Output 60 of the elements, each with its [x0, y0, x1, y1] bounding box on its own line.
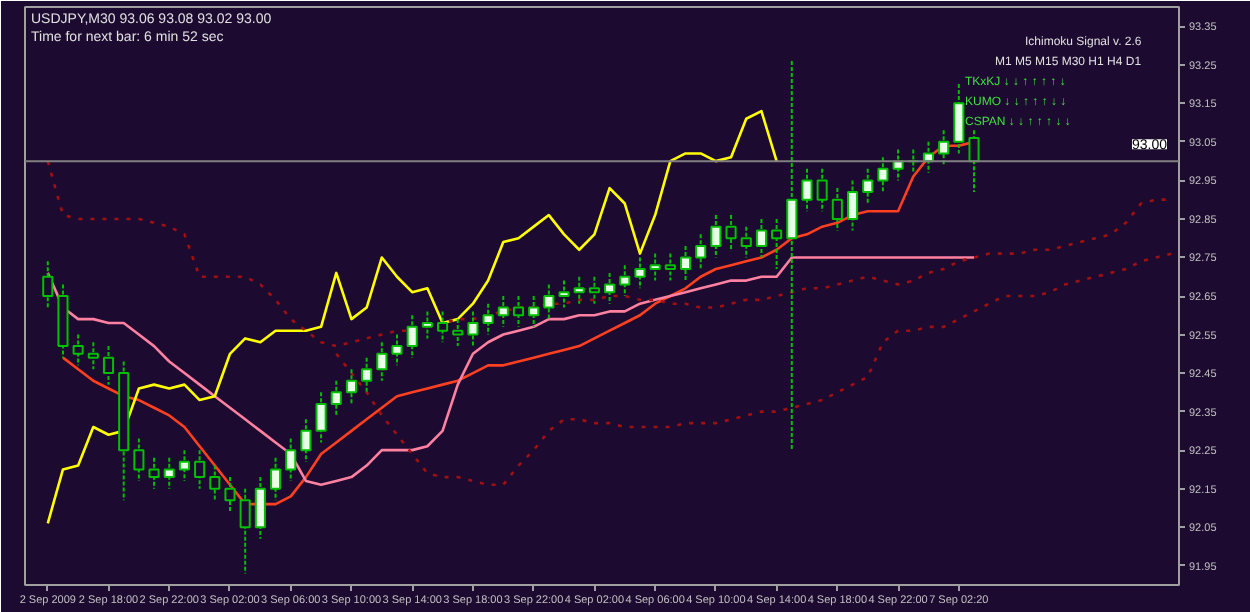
candlestick — [300, 418, 312, 463]
candlestick — [558, 279, 570, 309]
line-series — [46, 256, 976, 487]
candlestick — [755, 217, 767, 259]
line-series — [334, 252, 1173, 487]
candlestick — [376, 341, 388, 382]
candlestick — [588, 275, 600, 305]
candlestick — [421, 310, 433, 340]
candlestick — [968, 129, 980, 193]
candlestick — [224, 476, 236, 513]
candlestick — [87, 341, 99, 371]
candlestick — [254, 476, 266, 540]
candlestick — [42, 260, 54, 309]
candlestick — [194, 449, 206, 490]
candlestick — [679, 244, 692, 282]
candlestick — [634, 256, 646, 290]
candlestick — [710, 214, 722, 259]
candlestick — [72, 333, 84, 367]
candlestick — [877, 156, 889, 193]
candlestick — [816, 167, 828, 213]
candlestick — [497, 295, 509, 328]
candlestick — [148, 456, 160, 490]
candlestick — [938, 129, 950, 166]
candlestick — [786, 59, 798, 452]
candlestick — [543, 283, 555, 321]
candlestick — [695, 233, 707, 271]
candlestick — [361, 356, 373, 394]
candlestick — [406, 314, 418, 359]
candlestick — [452, 318, 464, 348]
candlestick — [239, 487, 251, 575]
candlestick — [133, 437, 145, 482]
candlestick — [619, 264, 631, 297]
candlestick — [391, 333, 403, 367]
candlestick — [482, 302, 494, 336]
candlestick — [437, 310, 449, 344]
candlestick — [740, 225, 752, 259]
candlestick — [285, 437, 297, 482]
candlestick — [330, 379, 342, 417]
candlestick — [664, 252, 676, 282]
candlestick — [771, 217, 783, 271]
candlestick — [831, 187, 843, 232]
candlestick — [209, 464, 221, 502]
candlestick — [163, 456, 175, 490]
candlestick — [467, 310, 479, 348]
candlestick — [512, 295, 525, 328]
candlestick — [953, 83, 965, 155]
candlestick — [862, 167, 874, 205]
candlestick — [315, 391, 327, 444]
candlestick — [725, 214, 737, 251]
line-series — [46, 109, 778, 525]
candlestick — [269, 456, 282, 502]
candlestick — [102, 345, 115, 386]
candlestick — [573, 275, 585, 305]
candlestick — [846, 179, 859, 232]
candlestick — [604, 271, 616, 305]
candlestick — [528, 295, 540, 328]
candlestick — [345, 368, 358, 405]
candlestick — [801, 167, 813, 213]
candlestick — [178, 449, 190, 482]
candlestick — [649, 252, 661, 282]
